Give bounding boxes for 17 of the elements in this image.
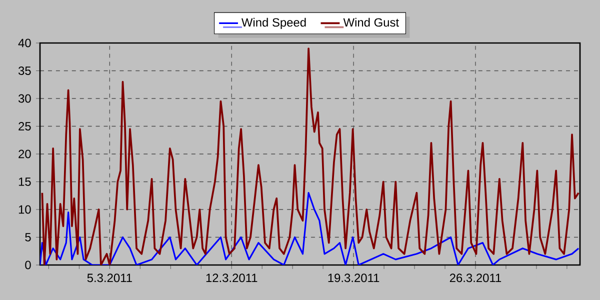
line-series: [40, 192, 580, 265]
y-tick-label: 20: [18, 150, 31, 158]
x-tick-label: 26.3.2011: [450, 274, 502, 282]
y-tick-label: 35: [18, 66, 31, 75]
y-tick-label: 0: [25, 260, 31, 270]
x-tick-label: 19.3.2011: [328, 274, 380, 282]
legend-label: Wind Speed: [241, 18, 306, 30]
y-tick-label: 30: [18, 94, 31, 103]
y-tick-label: 25: [18, 122, 31, 130]
line-series: [41, 48, 580, 265]
y-tick-label: 10: [18, 205, 31, 214]
y-tick-label: 40: [18, 38, 31, 48]
y-tick-label: 5: [25, 233, 31, 242]
y-tick-label: 15: [18, 178, 31, 186]
x-tick-label: 5.3.2011: [87, 274, 132, 282]
legend-label: Wind Gust: [343, 18, 399, 27]
x-tick-label: 12.3.2011: [206, 274, 258, 282]
